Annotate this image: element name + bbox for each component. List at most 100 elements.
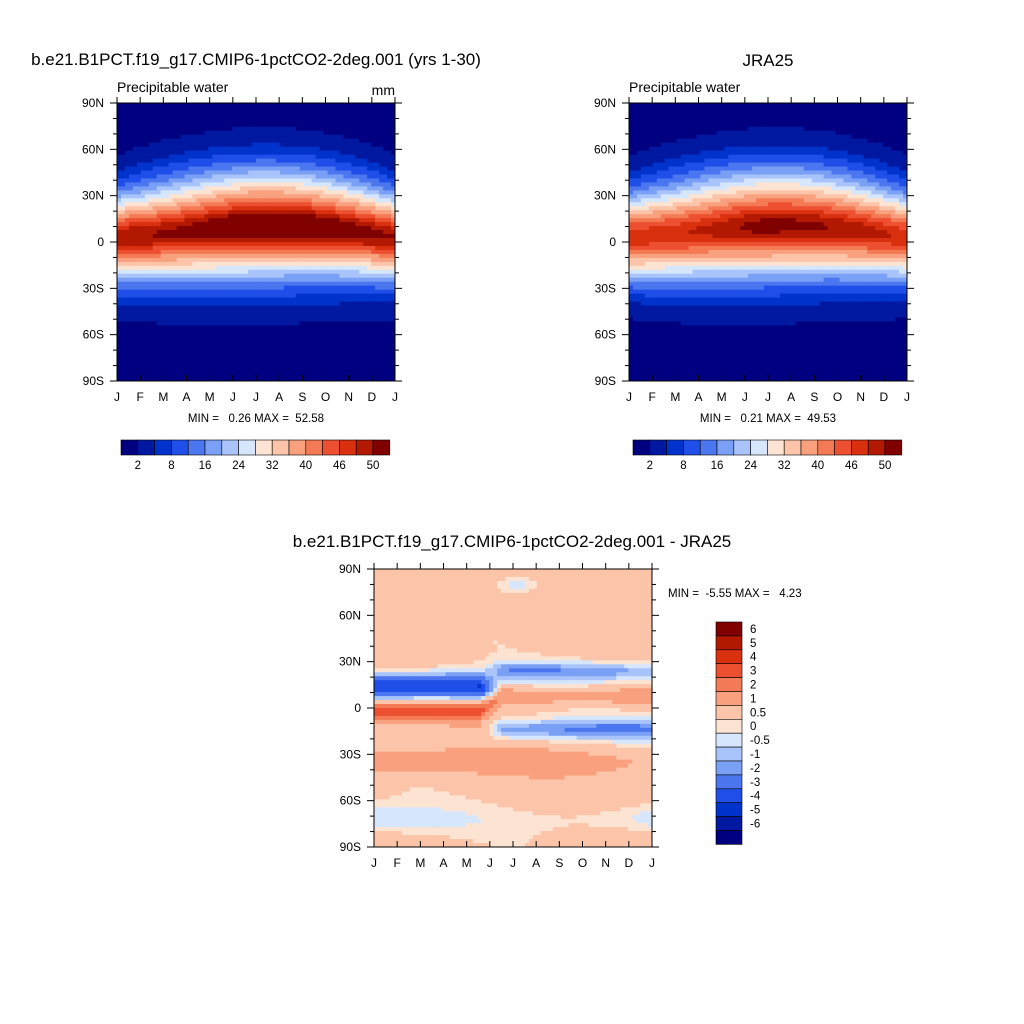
contour-cell	[160, 265, 166, 271]
contour-cell	[371, 202, 376, 207]
contour-cell	[263, 174, 269, 180]
contour-cell	[283, 313, 289, 319]
contour-cell	[339, 234, 344, 239]
contour-cell	[136, 162, 142, 168]
contour-cell	[267, 174, 273, 180]
contour-cell	[160, 242, 166, 247]
contour-cell	[204, 142, 209, 148]
contour-cell	[120, 257, 126, 263]
contour-cell	[259, 373, 265, 378]
contour-cell	[176, 142, 182, 148]
contour-cell	[240, 245, 245, 251]
contour-cell	[136, 106, 142, 112]
contour-cell	[172, 238, 178, 243]
contour-cell	[204, 162, 209, 168]
contour-cell	[160, 353, 166, 358]
contour-cell	[216, 166, 221, 172]
contour-cell	[240, 142, 245, 148]
contour-cell	[319, 182, 325, 187]
contour-cell	[323, 341, 329, 346]
contour-cell	[263, 154, 269, 160]
contour-cell	[140, 277, 146, 283]
contour-cell	[279, 142, 285, 148]
contour-cell	[200, 273, 205, 279]
contour-cell	[339, 317, 344, 323]
contour-cell	[117, 126, 122, 132]
contour-cell	[244, 150, 249, 156]
contour-cell	[148, 289, 154, 295]
contour-cell	[283, 218, 289, 223]
contour-cell	[236, 150, 241, 156]
contour-cell	[315, 118, 321, 124]
contour-cell	[307, 218, 313, 223]
contour-cell	[236, 357, 241, 362]
contour-cell	[132, 154, 138, 160]
contour-cell	[216, 130, 221, 136]
contour-cell	[259, 162, 265, 168]
contour-cell	[132, 257, 138, 263]
contour-cell	[128, 293, 134, 299]
contour-cell	[355, 253, 360, 259]
contour-cell	[319, 118, 325, 124]
contour-cell	[275, 257, 281, 263]
contour-cell	[331, 226, 337, 231]
contour-cell	[208, 337, 213, 342]
contour-cell	[267, 285, 273, 291]
variable-label: Precipitable water	[117, 79, 229, 95]
contour-cell	[279, 273, 285, 279]
contour-cell	[256, 103, 261, 108]
contour-cell	[232, 317, 237, 323]
contour-cell	[208, 146, 213, 152]
contour-cell	[180, 285, 186, 291]
contour-cell	[387, 333, 392, 338]
contour-cell	[204, 377, 209, 381]
contour-cell	[168, 265, 174, 271]
contour-cell	[359, 281, 364, 287]
contour-cell	[176, 222, 182, 227]
contour-cell	[164, 281, 170, 287]
contour-cell	[275, 297, 281, 303]
contour-cell	[208, 206, 213, 211]
contour-cell	[200, 317, 205, 323]
contour-cell	[347, 238, 352, 243]
contour-cell	[140, 261, 146, 267]
contour-cell	[335, 305, 340, 311]
contour-cell	[315, 273, 321, 279]
contour-cell	[259, 134, 265, 140]
contour-cell	[152, 234, 158, 239]
contour-cell	[343, 257, 348, 263]
contour-cell	[156, 150, 162, 156]
contour-cell	[299, 257, 305, 263]
contour-cell	[375, 309, 380, 315]
contour-cell	[176, 297, 182, 303]
contour-cell	[132, 265, 138, 271]
contour-cell	[252, 293, 257, 299]
contour-cell	[240, 214, 245, 219]
contour-cell	[160, 333, 166, 338]
contour-cell	[315, 158, 321, 164]
contour-cell	[287, 273, 293, 279]
contour-cell	[263, 333, 269, 338]
contour-cell	[271, 103, 277, 108]
contour-cell	[351, 222, 356, 227]
contour-cell	[208, 325, 213, 330]
contour-cell	[387, 345, 392, 350]
contour-cell	[188, 365, 194, 370]
contour-cell	[196, 329, 201, 334]
contour-cell	[152, 190, 158, 195]
contour-cell	[279, 309, 285, 315]
contour-cell	[224, 337, 229, 342]
contour-cell	[168, 234, 174, 239]
contour-cell	[200, 230, 205, 235]
contour-cell	[323, 305, 329, 311]
contour-cell	[184, 289, 190, 295]
contour-cell	[291, 186, 297, 191]
contour-cell	[148, 301, 154, 307]
contour-cell	[168, 353, 174, 358]
contour-cell	[168, 257, 174, 263]
contour-cell	[355, 106, 360, 112]
contour-cell	[391, 158, 395, 164]
contour-cell	[164, 178, 170, 184]
contour-cell	[391, 309, 395, 315]
contour-cell	[303, 230, 309, 235]
